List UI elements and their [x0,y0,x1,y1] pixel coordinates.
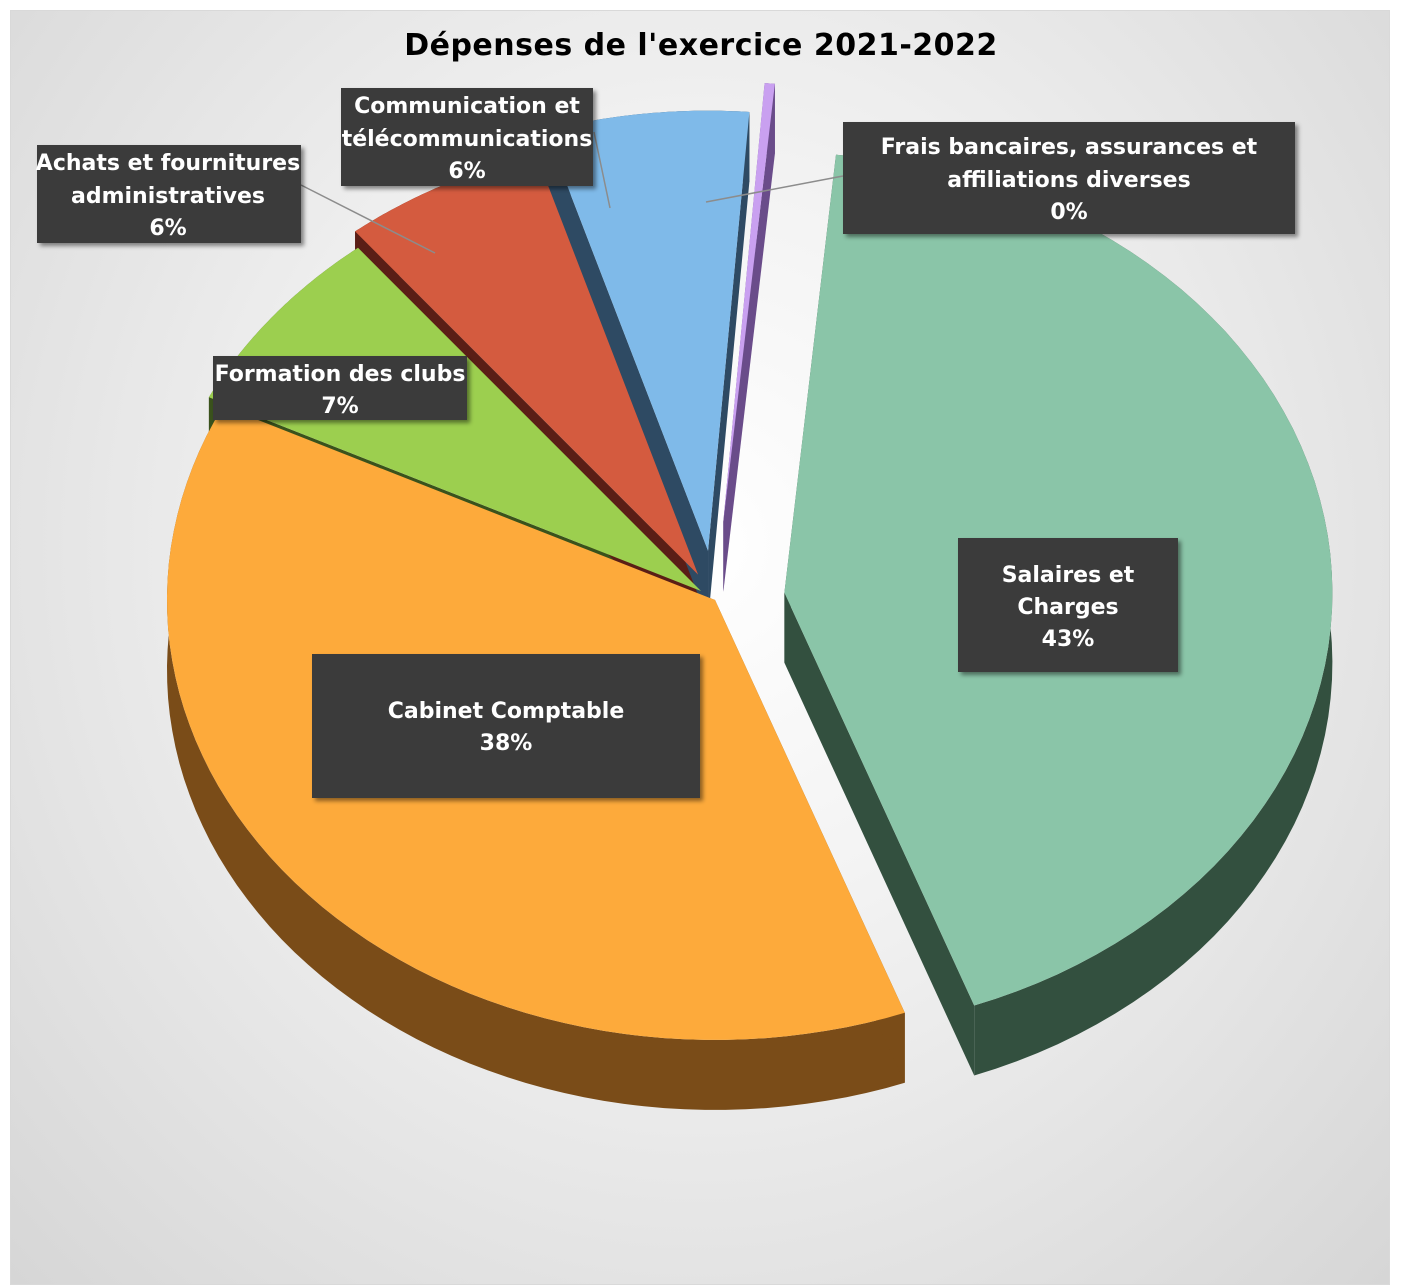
data-label-category: administratives [71,184,265,209]
data-label-category: Frais bancaires, assurances et [881,135,1258,160]
data-label-category: Achats et fournitures [36,151,300,176]
data-label-category: Cabinet Comptable [388,699,625,724]
data-label-category: Communication et [354,94,580,119]
data-label-percent: 43% [1042,627,1095,652]
data-label-category: télécommunications [342,127,593,152]
data-label-category: Formation des clubs [215,362,466,387]
data-label-category: Charges [1017,595,1118,620]
data-label-percent: 6% [448,159,485,184]
data-label-percent: 7% [321,394,358,419]
data-label-box [312,654,700,798]
data-label-percent: 6% [149,216,186,241]
data-label-percent: 38% [480,731,533,756]
data-label-category: Salaires et [1002,563,1135,588]
data-label-percent: 0% [1050,200,1087,225]
data-label-category: affiliations diverses [947,168,1190,193]
